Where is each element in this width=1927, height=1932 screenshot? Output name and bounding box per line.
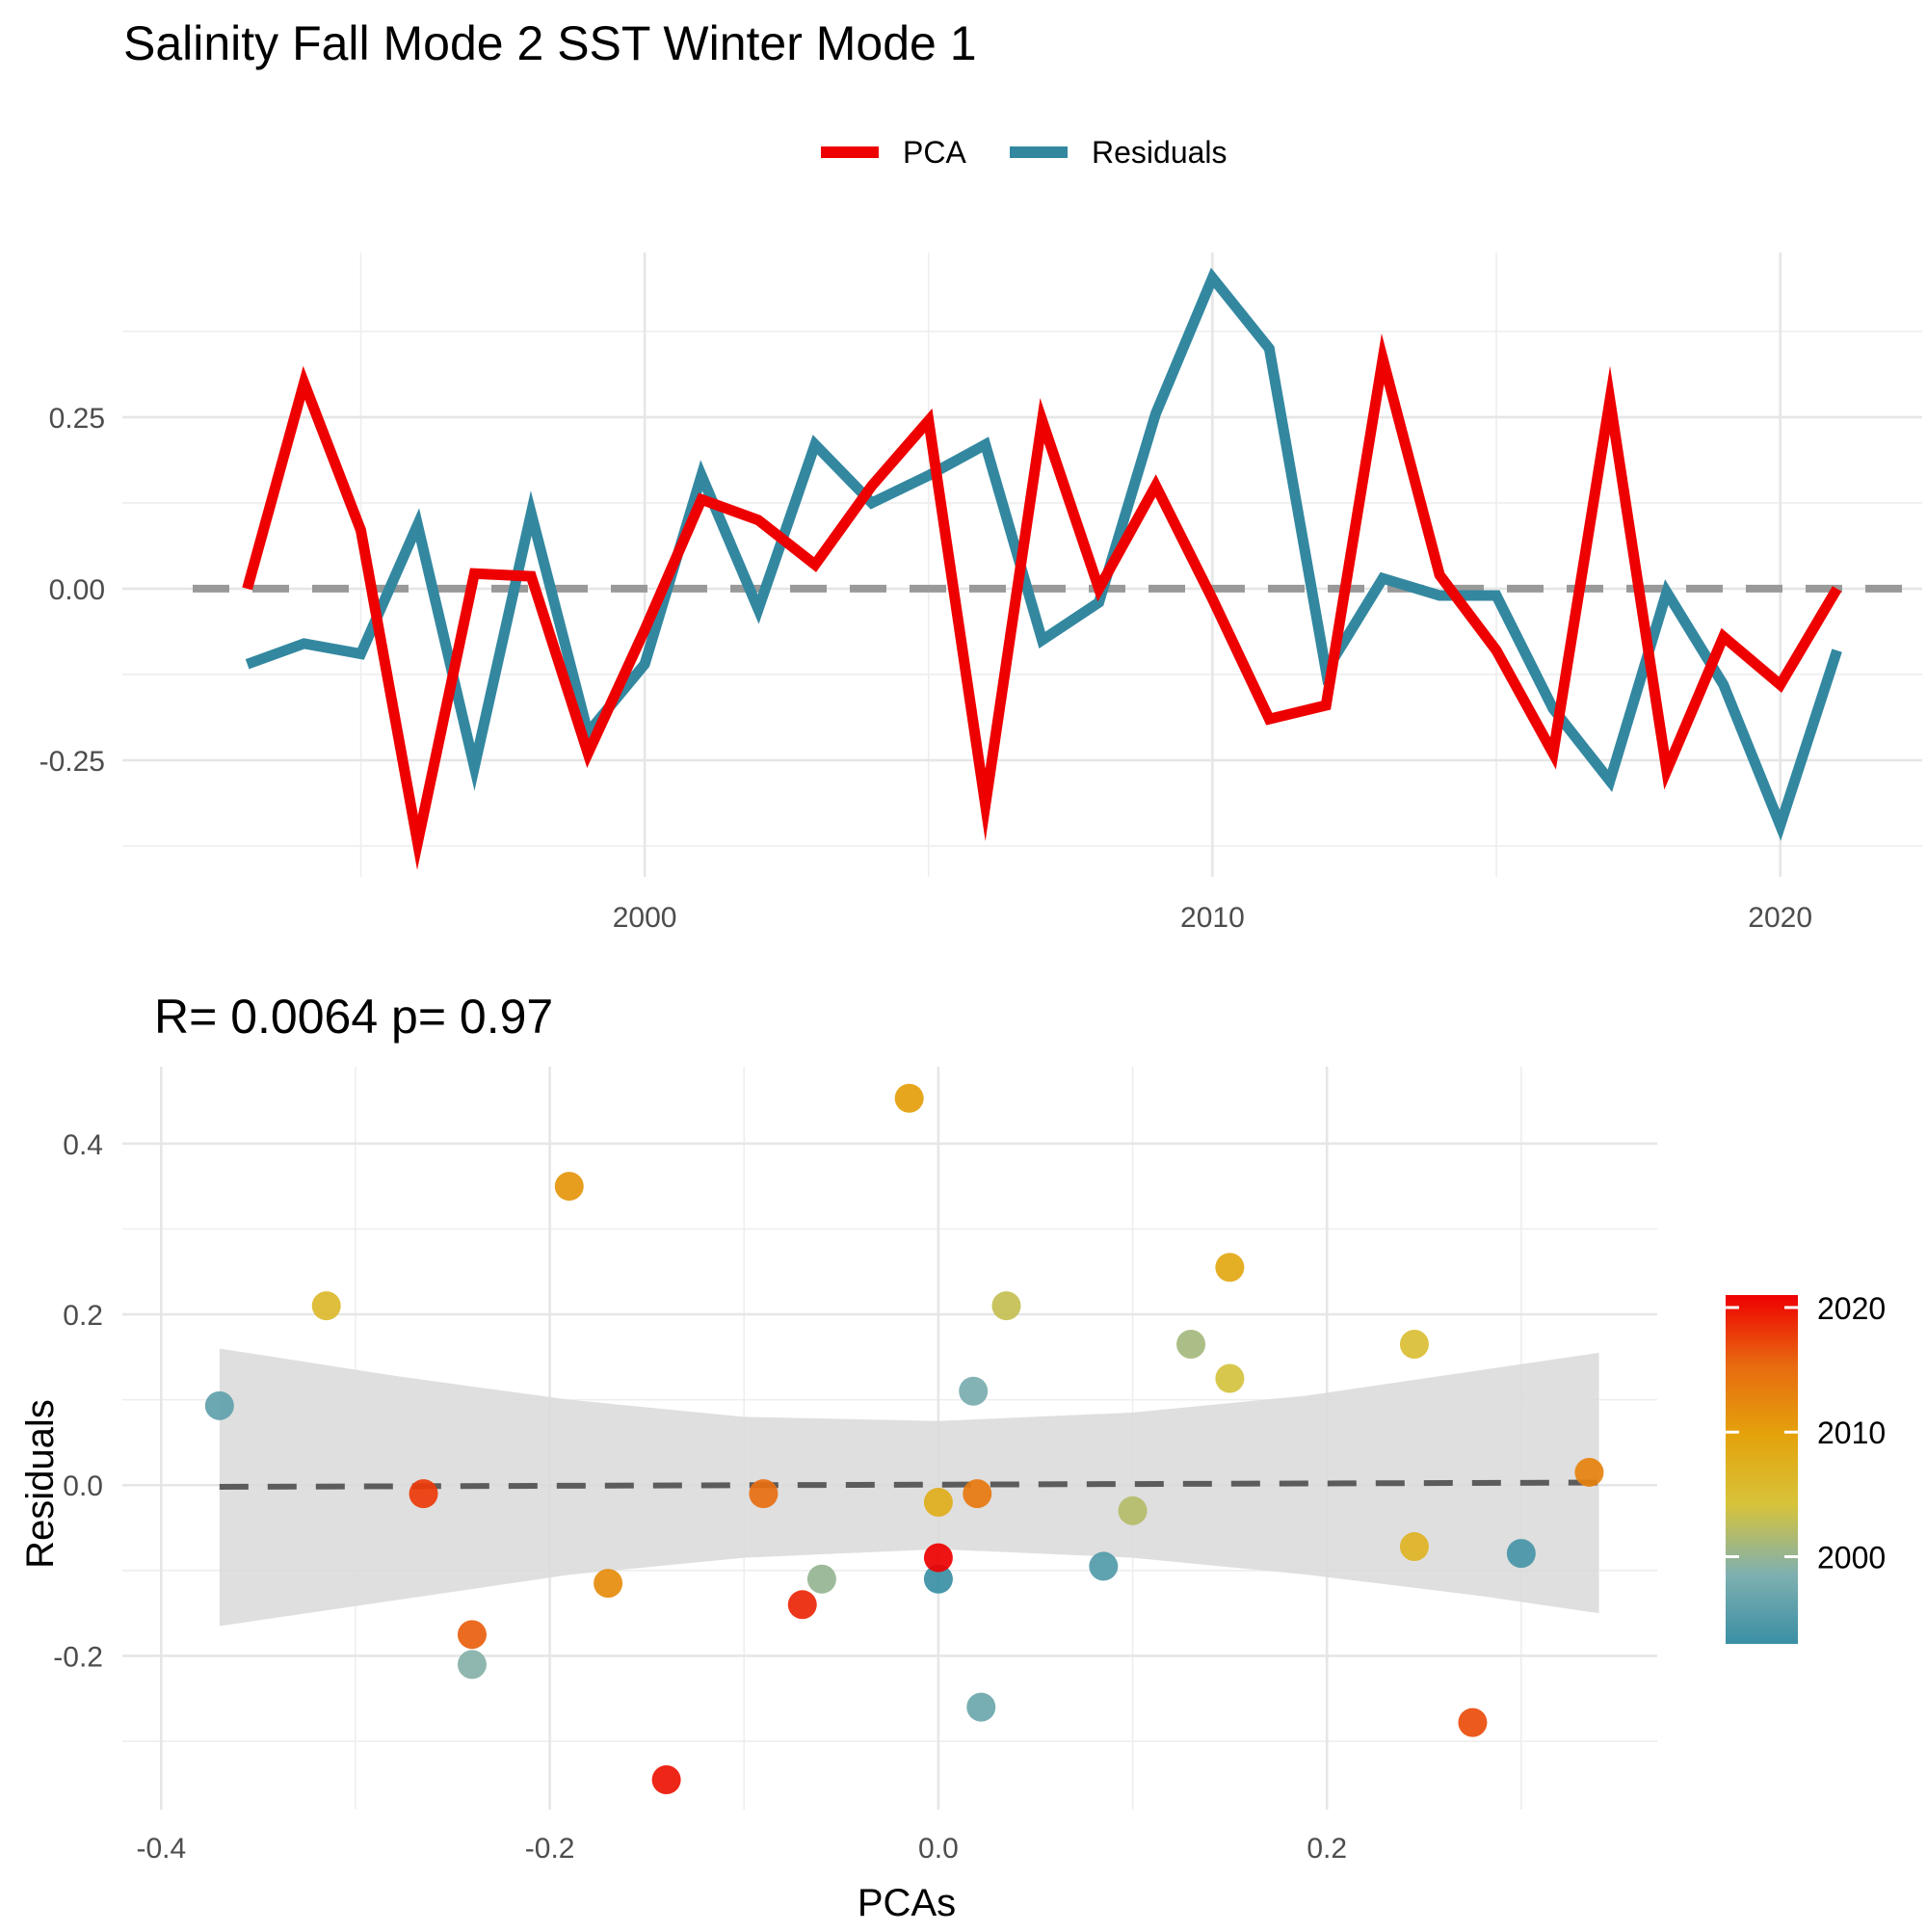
scatter-point <box>1399 1532 1429 1562</box>
scatter-points <box>204 1083 1604 1794</box>
scatter-point <box>1215 1363 1245 1393</box>
scatter-point <box>787 1590 817 1620</box>
scatter-point <box>409 1479 438 1509</box>
scatter-point <box>204 1390 234 1420</box>
scatter-point <box>923 1543 953 1573</box>
scatter-y-tick-label: 0.4 <box>63 1129 103 1161</box>
scatter-point <box>966 1692 996 1722</box>
scatter-x-tick-label: -0.2 <box>525 1833 575 1865</box>
scatter-point <box>1574 1457 1604 1487</box>
scatter-point <box>1118 1495 1148 1525</box>
scatter-point <box>1176 1330 1206 1360</box>
scatter-x-tick-label: -0.4 <box>136 1833 186 1865</box>
scatter-point <box>1089 1551 1119 1581</box>
scatter-point <box>594 1569 623 1599</box>
x-axis-title: PCAs <box>858 1882 956 1924</box>
scatter-y-tick-label: 0.0 <box>63 1470 103 1502</box>
y-axis-title: Residuals <box>19 1399 62 1569</box>
scatter-y-tick-label: 0.2 <box>63 1300 103 1332</box>
scatter-point <box>991 1291 1021 1321</box>
scatter-point <box>651 1764 681 1794</box>
legend: PCA Residuals <box>821 135 1227 170</box>
scatter-point <box>311 1291 341 1321</box>
scatter-point <box>959 1376 989 1406</box>
y-tick-label: 0.00 <box>49 574 105 606</box>
scatter-point <box>923 1564 953 1594</box>
scatter-point <box>806 1564 836 1594</box>
scatter-point <box>554 1172 584 1202</box>
colorbar-tick-label: 2010 <box>1817 1416 1886 1450</box>
y-tick-label: 0.25 <box>49 403 105 435</box>
scatter-point <box>749 1479 779 1509</box>
scatter-tick-labels: -0.4 -0.2 0.0 0.2 -0.2 0.0 0.2 0.4 <box>53 1129 1347 1865</box>
scatter-confidence-band-group <box>219 1348 1599 1627</box>
scatter-point <box>1506 1539 1536 1569</box>
scatter-point <box>894 1083 924 1113</box>
page-title: Salinity Fall Mode 2 SST Winter Mode 1 <box>123 16 977 70</box>
scatter-panel: -0.4 -0.2 0.0 0.2 -0.2 0.0 0.2 0.4 <box>53 1067 1657 1865</box>
regression-fit-line <box>219 1479 1599 1491</box>
timeseries-panel: 2000 2010 2020 -0.25 0.00 0.25 <box>40 252 1922 934</box>
y-tick-label: -0.25 <box>40 746 105 778</box>
scatter-point <box>1399 1330 1429 1360</box>
timeseries-tick-labels: 2000 2010 2020 -0.25 0.00 0.25 <box>40 403 1812 934</box>
colorbar: 2020 2010 2000 <box>1726 1291 1886 1644</box>
scatter-point <box>1458 1707 1488 1737</box>
x-tick-label: 2020 <box>1748 902 1812 934</box>
scatter-y-tick-label: -0.2 <box>53 1641 103 1673</box>
series-line-pca <box>242 332 1842 870</box>
colorbar-tick-label: 2020 <box>1817 1291 1886 1326</box>
legend-label-residuals: Residuals <box>1092 135 1227 170</box>
scatter-x-tick-label: 0.0 <box>918 1833 959 1865</box>
legend-label-pca: PCA <box>903 135 966 170</box>
x-tick-label: 2010 <box>1180 902 1245 934</box>
correlation-stat-label: R= 0.0064 p= 0.97 <box>154 990 553 1044</box>
series-line-residuals <box>245 267 1842 841</box>
scatter-point <box>457 1620 487 1650</box>
colorbar-tick-label: 2000 <box>1817 1541 1886 1575</box>
scatter-point <box>923 1487 953 1517</box>
scatter-point <box>457 1650 487 1680</box>
colorbar-ticks: 2020 2010 2000 <box>1726 1291 1886 1575</box>
colorbar-gradient <box>1726 1295 1798 1644</box>
scatter-point <box>963 1479 992 1509</box>
timeseries-series <box>242 267 1842 870</box>
scatter-x-tick-label: 0.2 <box>1307 1833 1347 1865</box>
scatter-point <box>1215 1253 1245 1283</box>
x-tick-label: 2000 <box>613 902 677 934</box>
